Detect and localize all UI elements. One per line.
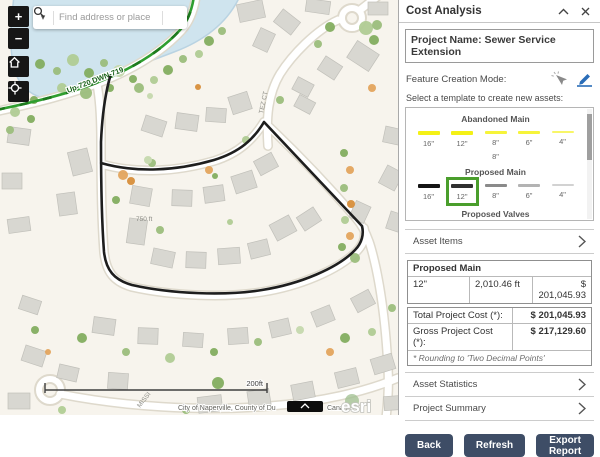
project-name-box: Project Name: Sewer Service Extension [405, 29, 594, 63]
chevron-right-icon [578, 402, 586, 415]
template-item-proposed-8[interactable]: 8" [482, 180, 509, 203]
template-item-abandoned-8[interactable]: 8" [482, 127, 509, 150]
panel-body: Project Name: Sewer Service Extension Fe… [399, 23, 600, 457]
panel-title: Cost Analysis [406, 5, 482, 17]
gross-cost-value: $ 217,129.60 [530, 326, 586, 337]
template-item-proposed-12-selected[interactable]: 12" [445, 177, 479, 206]
template-item-abandoned-extra[interactable]: 8" [492, 152, 499, 161]
template-group-abandoned-main: Abandoned Main [461, 114, 530, 124]
template-select-label: Select a template to create new assets: [406, 93, 564, 103]
proposed-main-line[interactable] [99, 75, 365, 295]
locate-button[interactable] [8, 81, 29, 102]
search-input[interactable] [54, 12, 162, 23]
buildings-layer [1, 0, 398, 414]
export-report-button[interactable]: Export Report [536, 434, 594, 457]
collapse-panel-button[interactable] [555, 3, 571, 19]
template-group-proposed-valves: Proposed Valves [461, 209, 530, 219]
scale-bar [44, 383, 268, 393]
template-group-proposed-main: Proposed Main [465, 167, 526, 177]
template-item-proposed-4[interactable]: 4" [549, 180, 576, 203]
select-feature-icon[interactable] [551, 71, 567, 87]
draw-feature-icon[interactable] [576, 71, 593, 87]
template-item-abandoned-12[interactable]: 12" [449, 127, 476, 150]
search-box: ▾ [33, 6, 187, 29]
cost-analysis-panel: Cost Analysis Project Name: Sewer Servic… [398, 0, 600, 457]
panel-actions: Back Refresh Export Report [405, 434, 594, 457]
refresh-button[interactable]: Refresh [463, 434, 526, 457]
attribution-expander[interactable] [287, 401, 323, 412]
chevron-right-icon [578, 235, 586, 248]
zoom-out-button[interactable]: − [8, 28, 29, 49]
template-scrollbar[interactable] [587, 109, 592, 219]
zoom-in-button[interactable]: + [8, 6, 29, 27]
basemap: Up-720 DWN-719 TEZ CT MISSI 750 ft 200ft… [0, 0, 398, 415]
total-cost-row: Total Project Cost (*): $ 201,045.93 [408, 308, 591, 324]
asset-cost: $ 201,045.93 [538, 279, 586, 301]
scale-label: 200ft [246, 379, 264, 388]
total-cost-value: $ 201,045.93 [530, 310, 586, 321]
attribution-text-right: Canad... [327, 405, 354, 412]
map-canvas[interactable]: Up-720 DWN-719 TEZ CT MISSI 750 ft 200ft… [0, 0, 398, 415]
search-dropdown-caret[interactable]: ▾ [40, 12, 46, 22]
total-cost-label: Total Project Cost (*): [408, 308, 514, 323]
chevron-up-icon [558, 8, 568, 14]
feature-creation-mode-label: Feature Creation Mode: [406, 73, 507, 85]
sewer-main-line[interactable] [0, 0, 195, 111]
abandoned-main-row: 16" 12" 8" 6" 4" [406, 127, 585, 150]
template-list: Abandoned Main 16" 12" 8" 6" 4" 8" Propo… [405, 107, 594, 221]
cost-summary: Proposed Main 12" 2,010.46 ft $ 201,045.… [407, 260, 592, 366]
back-button[interactable]: Back [405, 434, 453, 457]
chevron-right-icon [578, 378, 586, 391]
esri-logo: esri [340, 394, 372, 415]
asset-size: 12" [408, 277, 470, 303]
section-asset-statistics[interactable]: Asset Statistics [405, 372, 594, 397]
gross-cost-label: Gross Project Cost (*): [408, 324, 514, 350]
cost-table-group-header: Proposed Main [413, 263, 482, 274]
close-icon [581, 7, 589, 15]
feature-creation-mode-row: Feature Creation Mode: [406, 71, 593, 87]
template-item-proposed-16[interactable]: 16" [415, 180, 442, 203]
section-asset-items[interactable]: Asset Items [405, 229, 594, 254]
home-icon [9, 56, 20, 68]
template-item-abandoned-4[interactable]: 4" [549, 127, 576, 150]
template-item-abandoned-16[interactable]: 16" [415, 127, 442, 150]
asset-length: 2,010.46 ft [470, 277, 534, 303]
proposed-main-row: 16" 12" 8" 6" 4" [406, 177, 585, 206]
panel-header: Cost Analysis [399, 0, 600, 23]
template-item-proposed-6[interactable]: 6" [516, 180, 543, 203]
trees-layer [6, 20, 396, 414]
table-row: 12" 2,010.46 ft $ 201,045.93 [408, 277, 591, 303]
attribution-text-left: City of Naperville, County of Du [178, 405, 276, 412]
project-cost-table: Total Project Cost (*): $ 201,045.93 Gro… [407, 307, 592, 366]
distance-label: 750 ft [136, 216, 152, 223]
section-project-summary[interactable]: Project Summary [405, 396, 594, 421]
home-button[interactable] [8, 56, 29, 77]
gross-cost-row: Gross Project Cost (*): $ 217,129.60 [408, 324, 591, 351]
close-panel-button[interactable] [577, 3, 593, 19]
locate-icon [8, 81, 22, 95]
asset-cost-table: Proposed Main 12" 2,010.46 ft $ 201,045.… [407, 260, 592, 304]
svg-text:esri: esri [341, 397, 371, 415]
template-item-abandoned-6[interactable]: 6" [516, 127, 543, 150]
search-divider [53, 10, 54, 25]
rounding-note: * Rounding to 'Two Decimal Points' [413, 353, 545, 363]
template-scrollbar-thumb[interactable] [587, 114, 592, 160]
road-label-tez-ct: TEZ CT [258, 91, 270, 115]
search-divider-2 [162, 10, 163, 25]
